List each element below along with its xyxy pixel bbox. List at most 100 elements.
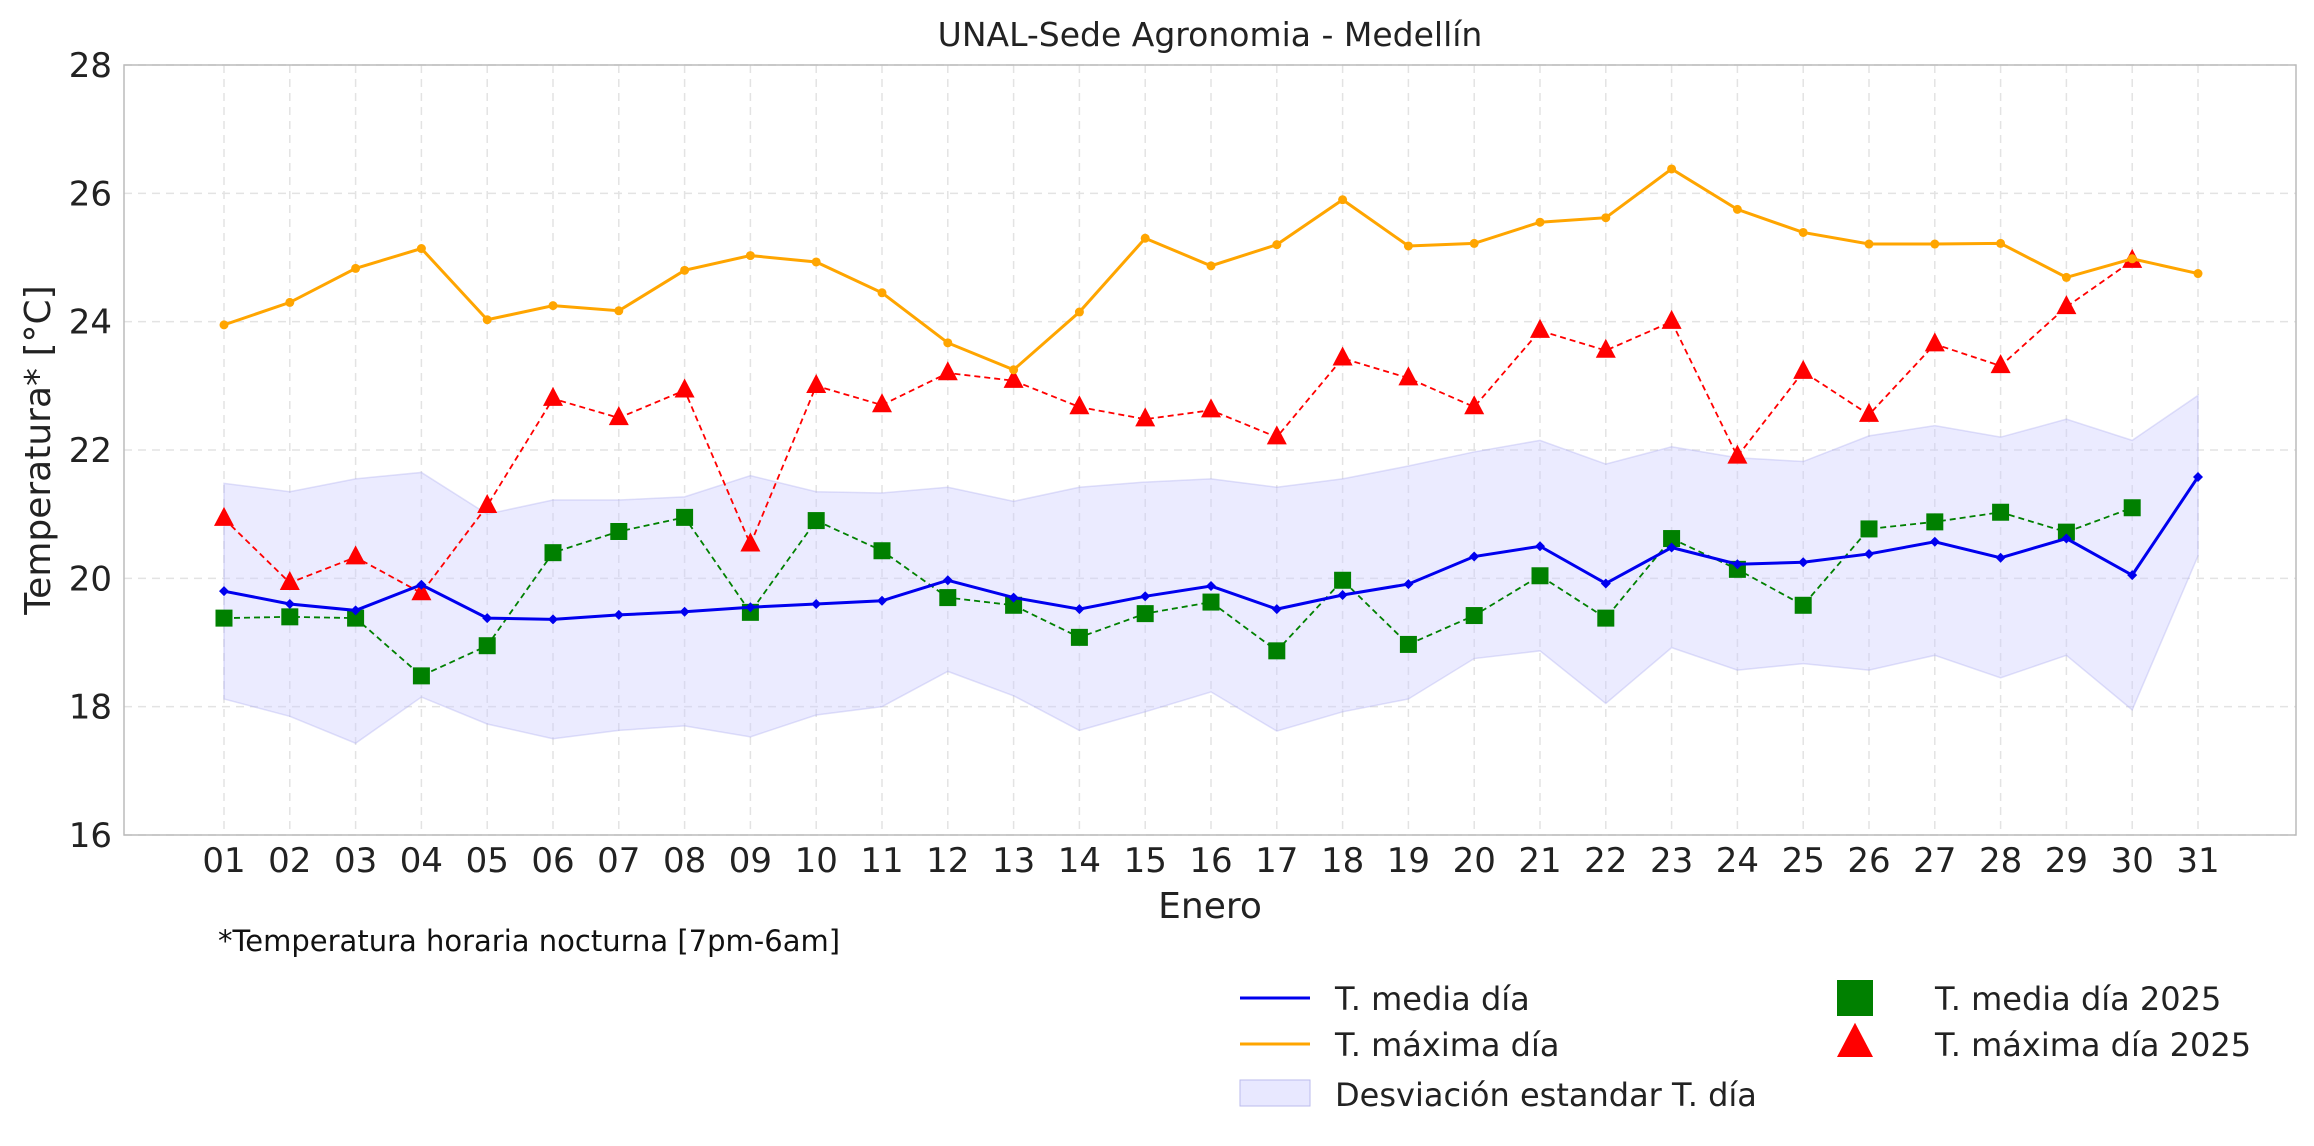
data-point: [1266, 425, 1287, 445]
data-point: [1201, 398, 1221, 418]
data-point: [284, 599, 295, 609]
data-point: [1272, 240, 1282, 250]
data-point: [1595, 338, 1616, 358]
data-point: [1074, 307, 1084, 317]
data-point: [872, 393, 892, 413]
y-axis-label: Temperatura* [°C]: [18, 285, 59, 615]
data-point: [412, 667, 430, 685]
x-tick-label: 10: [795, 841, 838, 881]
x-tick-label: 04: [400, 841, 443, 881]
data-point: [1798, 557, 1809, 568]
x-tick-label: 16: [1189, 841, 1232, 881]
data-point: [1008, 592, 1019, 603]
data-point: [942, 575, 953, 586]
legend-label: T. media día 2025: [1934, 980, 2221, 1018]
data-point: [939, 589, 957, 607]
data-point: [1398, 366, 1419, 386]
axes: 01 02 03 04 05 06 07 08 09 10 11 12 13 14 15 16 17 18 19 20…: [69, 46, 2220, 881]
data-point: [1206, 581, 1216, 592]
legend-swatch: [1837, 980, 1873, 1016]
series-t-m-xima-d-a: [219, 164, 2203, 375]
data-point: [1140, 591, 1151, 602]
data-point: [1794, 596, 1812, 614]
data-point: [1009, 365, 1019, 375]
data-point: [873, 542, 891, 560]
data-point: [1929, 536, 1940, 547]
data-point: [2057, 523, 2075, 541]
data-point: [676, 508, 694, 526]
data-point: [1667, 164, 1677, 174]
data-point: [1268, 642, 1286, 660]
data-point: [2127, 254, 2137, 264]
grid: [124, 64, 2296, 836]
data-point: [1530, 318, 1550, 338]
data-point: [347, 609, 365, 627]
data-point: [1003, 368, 1024, 388]
data-point: [877, 288, 887, 298]
data-point: [1864, 548, 1874, 559]
data-point: [674, 378, 695, 398]
data-point: [2061, 272, 2071, 282]
data-point: [2123, 499, 2141, 517]
data-point: [1732, 204, 1742, 214]
series-group: [214, 164, 2203, 685]
data-point: [1600, 578, 1611, 589]
x-tick-label: 11: [860, 841, 903, 881]
data-point: [2193, 471, 2203, 482]
data-point: [614, 306, 624, 316]
series-line: [223, 259, 2133, 595]
data-point: [544, 544, 562, 562]
x-tick-label: 25: [1782, 841, 1825, 881]
data-point: [1469, 551, 1480, 562]
data-point: [1403, 579, 1414, 590]
x-tick-label: 14: [1058, 841, 1101, 881]
data-point: [2056, 295, 2077, 315]
data-point: [1732, 559, 1743, 570]
x-tick-label: 05: [466, 841, 509, 881]
x-tick-label: 31: [2176, 841, 2219, 881]
data-point: [1135, 407, 1156, 427]
legend-swatch: [1837, 1022, 1873, 1057]
x-axis-label: Enero: [1158, 886, 1262, 927]
data-point: [543, 386, 563, 406]
data-point: [214, 506, 234, 526]
data-point: [351, 263, 361, 273]
legend-item: Desviación estandar T. día: [1239, 1076, 1757, 1114]
series-line: [223, 506, 2133, 677]
data-point: [1332, 346, 1353, 366]
x-tick-label: 24: [1716, 841, 1759, 881]
x-tick-label: 20: [1453, 841, 1496, 881]
x-tick-label: 19: [1387, 841, 1430, 881]
data-point: [478, 637, 496, 655]
data-point: [740, 532, 761, 552]
legend-label: T. máxima día 2025: [1934, 1026, 2251, 1064]
data-point: [1666, 542, 1677, 553]
data-point: [1727, 444, 1748, 464]
x-tick-label: 21: [1518, 841, 1561, 881]
data-point: [1990, 354, 2011, 374]
x-tick-label: 17: [1255, 841, 1298, 881]
data-point: [285, 297, 295, 307]
legend-item: T. máxima día 2025: [1837, 1022, 2251, 1064]
data-point: [1601, 213, 1611, 223]
data-point: [745, 602, 756, 613]
data-point: [416, 244, 426, 254]
data-point: [1864, 239, 1874, 249]
y-tick-label: 16: [69, 816, 112, 856]
x-tick-label: 28: [1979, 841, 2022, 881]
series-t-m-xima-d-a-2025: [214, 248, 2143, 601]
data-point: [680, 265, 690, 275]
data-point: [416, 579, 427, 590]
data-point: [548, 301, 558, 311]
data-point: [219, 320, 229, 330]
data-point: [811, 599, 822, 609]
x-tick-label: 06: [531, 841, 574, 881]
y-tick-label: 18: [69, 688, 112, 728]
data-point: [745, 251, 755, 261]
data-point: [943, 338, 953, 348]
data-point: [610, 522, 628, 540]
data-point: [679, 606, 690, 617]
data-point: [1465, 607, 1483, 625]
data-point: [1535, 217, 1545, 227]
data-point: [1531, 567, 1549, 585]
